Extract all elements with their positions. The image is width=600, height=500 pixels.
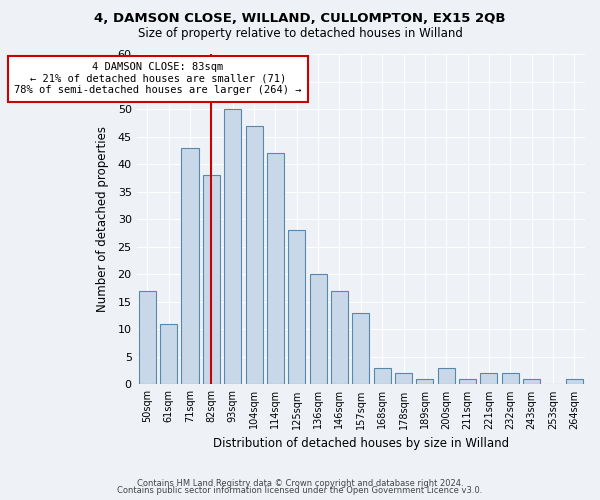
Bar xyxy=(331,291,348,384)
Bar xyxy=(245,126,263,384)
Text: Contains public sector information licensed under the Open Government Licence v3: Contains public sector information licen… xyxy=(118,486,482,495)
Text: Size of property relative to detached houses in Willand: Size of property relative to detached ho… xyxy=(137,28,463,40)
Bar xyxy=(459,379,476,384)
Bar xyxy=(288,230,305,384)
Bar xyxy=(139,291,156,384)
Bar xyxy=(416,379,433,384)
Text: Contains HM Land Registry data © Crown copyright and database right 2024.: Contains HM Land Registry data © Crown c… xyxy=(137,478,463,488)
Bar xyxy=(374,368,391,384)
Bar xyxy=(502,374,519,384)
Bar xyxy=(181,148,199,384)
Bar xyxy=(203,175,220,384)
Bar xyxy=(224,109,241,384)
Bar xyxy=(352,313,370,384)
Y-axis label: Number of detached properties: Number of detached properties xyxy=(96,126,109,312)
X-axis label: Distribution of detached houses by size in Willand: Distribution of detached houses by size … xyxy=(213,437,509,450)
Bar xyxy=(437,368,455,384)
Text: 4, DAMSON CLOSE, WILLAND, CULLOMPTON, EX15 2QB: 4, DAMSON CLOSE, WILLAND, CULLOMPTON, EX… xyxy=(94,12,506,26)
Bar xyxy=(310,274,326,384)
Bar xyxy=(395,374,412,384)
Bar xyxy=(160,324,177,384)
Bar xyxy=(523,379,540,384)
Bar xyxy=(267,153,284,384)
Text: 4 DAMSON CLOSE: 83sqm
← 21% of detached houses are smaller (71)
78% of semi-deta: 4 DAMSON CLOSE: 83sqm ← 21% of detached … xyxy=(14,62,302,96)
Bar xyxy=(481,374,497,384)
Bar xyxy=(566,379,583,384)
